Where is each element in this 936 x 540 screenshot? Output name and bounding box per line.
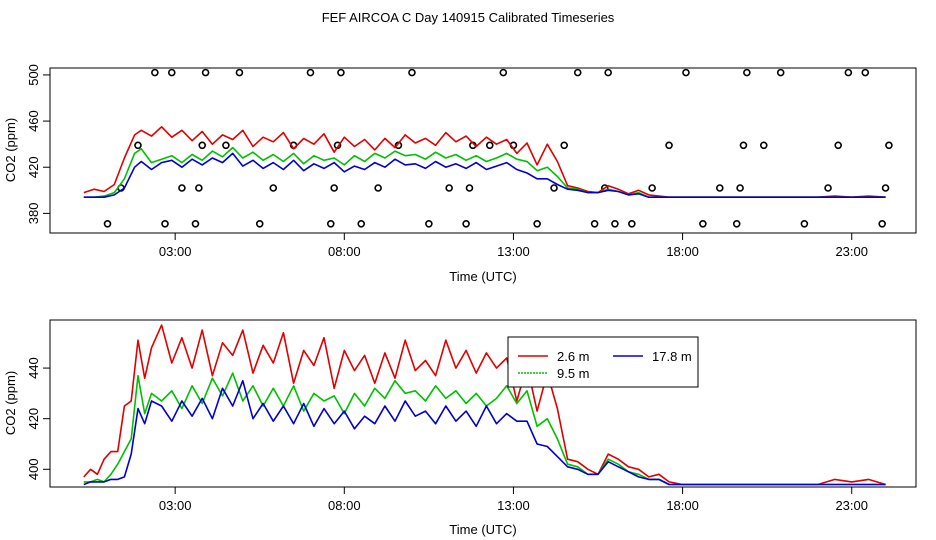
flag-point: [736, 184, 744, 192]
flag-point: [560, 141, 568, 150]
bottom-series-lines: [83, 324, 886, 486]
flag-point: [191, 219, 200, 228]
bottom-x-tick-label: 08:00: [328, 498, 361, 513]
flag-point: [337, 68, 345, 77]
legend-label-9-5m: 9.5 m: [557, 366, 590, 381]
bottom-x-tick-label: 18:00: [666, 498, 699, 513]
legend-label-17-8m: 17.8 m: [652, 349, 692, 364]
top-flag-points: [103, 68, 893, 228]
flag-point: [550, 184, 558, 192]
flag-point: [151, 68, 159, 77]
flag-point: [269, 184, 278, 192]
flag-point: [462, 219, 470, 228]
flag-point: [326, 219, 335, 228]
flag-point: [590, 219, 599, 228]
bottom-x-tick-label: 23:00: [835, 498, 868, 513]
flag-point: [374, 184, 382, 192]
top-series-line-2-6m: [83, 126, 886, 198]
flag-point: [178, 184, 186, 192]
top-x-tick-label: 18:00: [666, 244, 699, 259]
bottom-x-tick-label: 03:00: [159, 498, 192, 513]
flag-point: [201, 68, 210, 77]
top-series-lines: [83, 126, 886, 198]
flag-point: [485, 141, 494, 150]
flag-point: [743, 68, 751, 77]
flag-point: [648, 184, 656, 192]
flag-point: [881, 184, 890, 192]
flag-point: [465, 184, 474, 192]
top-x-tick-label: 23:00: [835, 244, 868, 259]
flag-point: [628, 219, 636, 228]
flag-point: [776, 68, 785, 77]
top-y-tick-label: 420: [26, 156, 41, 178]
flag-point: [195, 184, 203, 192]
top-y-tick-label: 500: [26, 64, 41, 86]
flag-point: [611, 219, 619, 228]
legend-box: [507, 336, 699, 388]
legend: 2.6 m 9.5 m 17.8 m: [507, 336, 699, 388]
top-y-axis: 380 420 460 500: [26, 64, 50, 224]
top-x-tick-label: 03:00: [159, 244, 192, 259]
flag-point: [357, 219, 366, 228]
flag-point: [161, 219, 169, 228]
flag-point: [732, 219, 741, 228]
bottom-y-tick-label: 400: [26, 458, 41, 480]
top-y-tick-label: 380: [26, 203, 41, 225]
flag-point: [844, 68, 853, 77]
bottom-y-axis: 400 420 440: [26, 357, 50, 480]
flag-point: [499, 68, 508, 77]
flag-point: [824, 184, 832, 192]
bottom-panel: 03:00 08:00 13:00 18:00 23:00 400 420 440 Time…: [3, 319, 917, 537]
flag-point: [665, 141, 673, 150]
flag-point: [739, 141, 748, 150]
flag-point: [759, 141, 768, 150]
flag-point: [834, 141, 842, 150]
top-plot-frame: [49, 67, 917, 234]
flag-point: [134, 141, 142, 150]
bottom-y-axis-label: CO2 (ppm): [3, 371, 18, 435]
flag-point: [800, 219, 809, 228]
bottom-y-tick-label: 420: [26, 408, 41, 430]
flag-point: [699, 219, 707, 228]
top-y-tick-label: 460: [26, 110, 41, 132]
top-x-tick-label: 08:00: [328, 244, 361, 259]
flag-point: [167, 68, 176, 77]
flag-point: [198, 141, 207, 150]
flag-point: [604, 68, 612, 77]
flag-point: [885, 141, 893, 150]
flag-point: [255, 219, 264, 228]
flag-point: [425, 219, 433, 228]
top-x-tick-label: 13:00: [497, 244, 530, 259]
bottom-series-line-2-6m: [83, 324, 886, 486]
legend-label-2-6m: 2.6 m: [557, 349, 590, 364]
bottom-series-line-9-5m: [83, 372, 886, 486]
flag-point: [861, 68, 870, 77]
top-panel: 03:00 08:00 13:00 18:00 23:00 380 420 460 500 T…: [3, 64, 917, 284]
bottom-x-tick-label: 13:00: [497, 498, 530, 513]
bottom-plot-frame: [49, 319, 917, 488]
figure-title: FEF AIRCOA C Day 140915 Calibrated Times…: [322, 10, 615, 25]
flag-point: [222, 141, 230, 150]
top-x-axis-label: Time (UTC): [449, 269, 516, 284]
bottom-y-tick-label: 440: [26, 357, 41, 379]
top-y-axis-label: CO2 (ppm): [3, 118, 18, 182]
flag-point: [878, 219, 886, 228]
flag-point: [682, 68, 690, 77]
flag-point: [573, 68, 582, 77]
flag-point: [330, 184, 338, 192]
top-series-line-17-8m: [83, 152, 886, 198]
flag-point: [715, 184, 724, 192]
flag-point: [235, 68, 244, 77]
bottom-series-line-17-8m: [83, 379, 886, 486]
flag-point: [103, 219, 112, 228]
bottom-x-axis: 03:00 08:00 13:00 18:00 23:00: [159, 487, 868, 513]
bottom-x-axis-label: Time (UTC): [449, 522, 516, 537]
flag-point: [445, 184, 453, 192]
top-series-line-9-5m: [83, 146, 886, 198]
flag-point: [408, 68, 416, 77]
top-x-axis: 03:00 08:00 13:00 18:00 23:00: [159, 233, 868, 259]
flag-point: [533, 219, 541, 228]
flag-point: [306, 68, 315, 77]
